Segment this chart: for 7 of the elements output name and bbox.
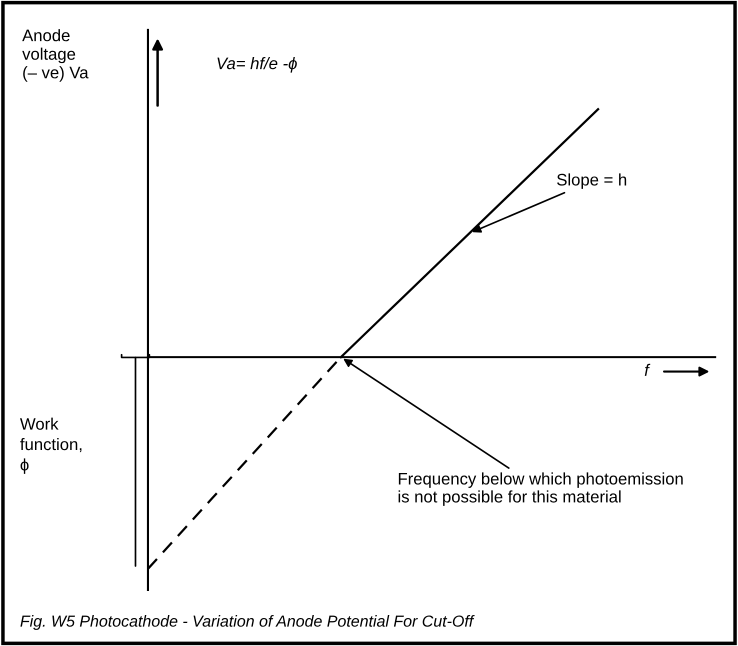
annotation: Slope = h <box>557 173 626 189</box>
annotation: Frequency below which photoemission is not possible for this material <box>398 472 683 506</box>
text: Work function, ϕ <box>20 418 82 474</box>
text: Va= hf/e -ϕ <box>217 57 297 73</box>
x-axis-title: f <box>644 364 650 376</box>
y-axis-title: Anode voltage (– ve) Va <box>22 29 89 82</box>
caption: Fig. W5 Photocathode - Variation of Anode Potential For Cut-Off <box>20 615 475 630</box>
